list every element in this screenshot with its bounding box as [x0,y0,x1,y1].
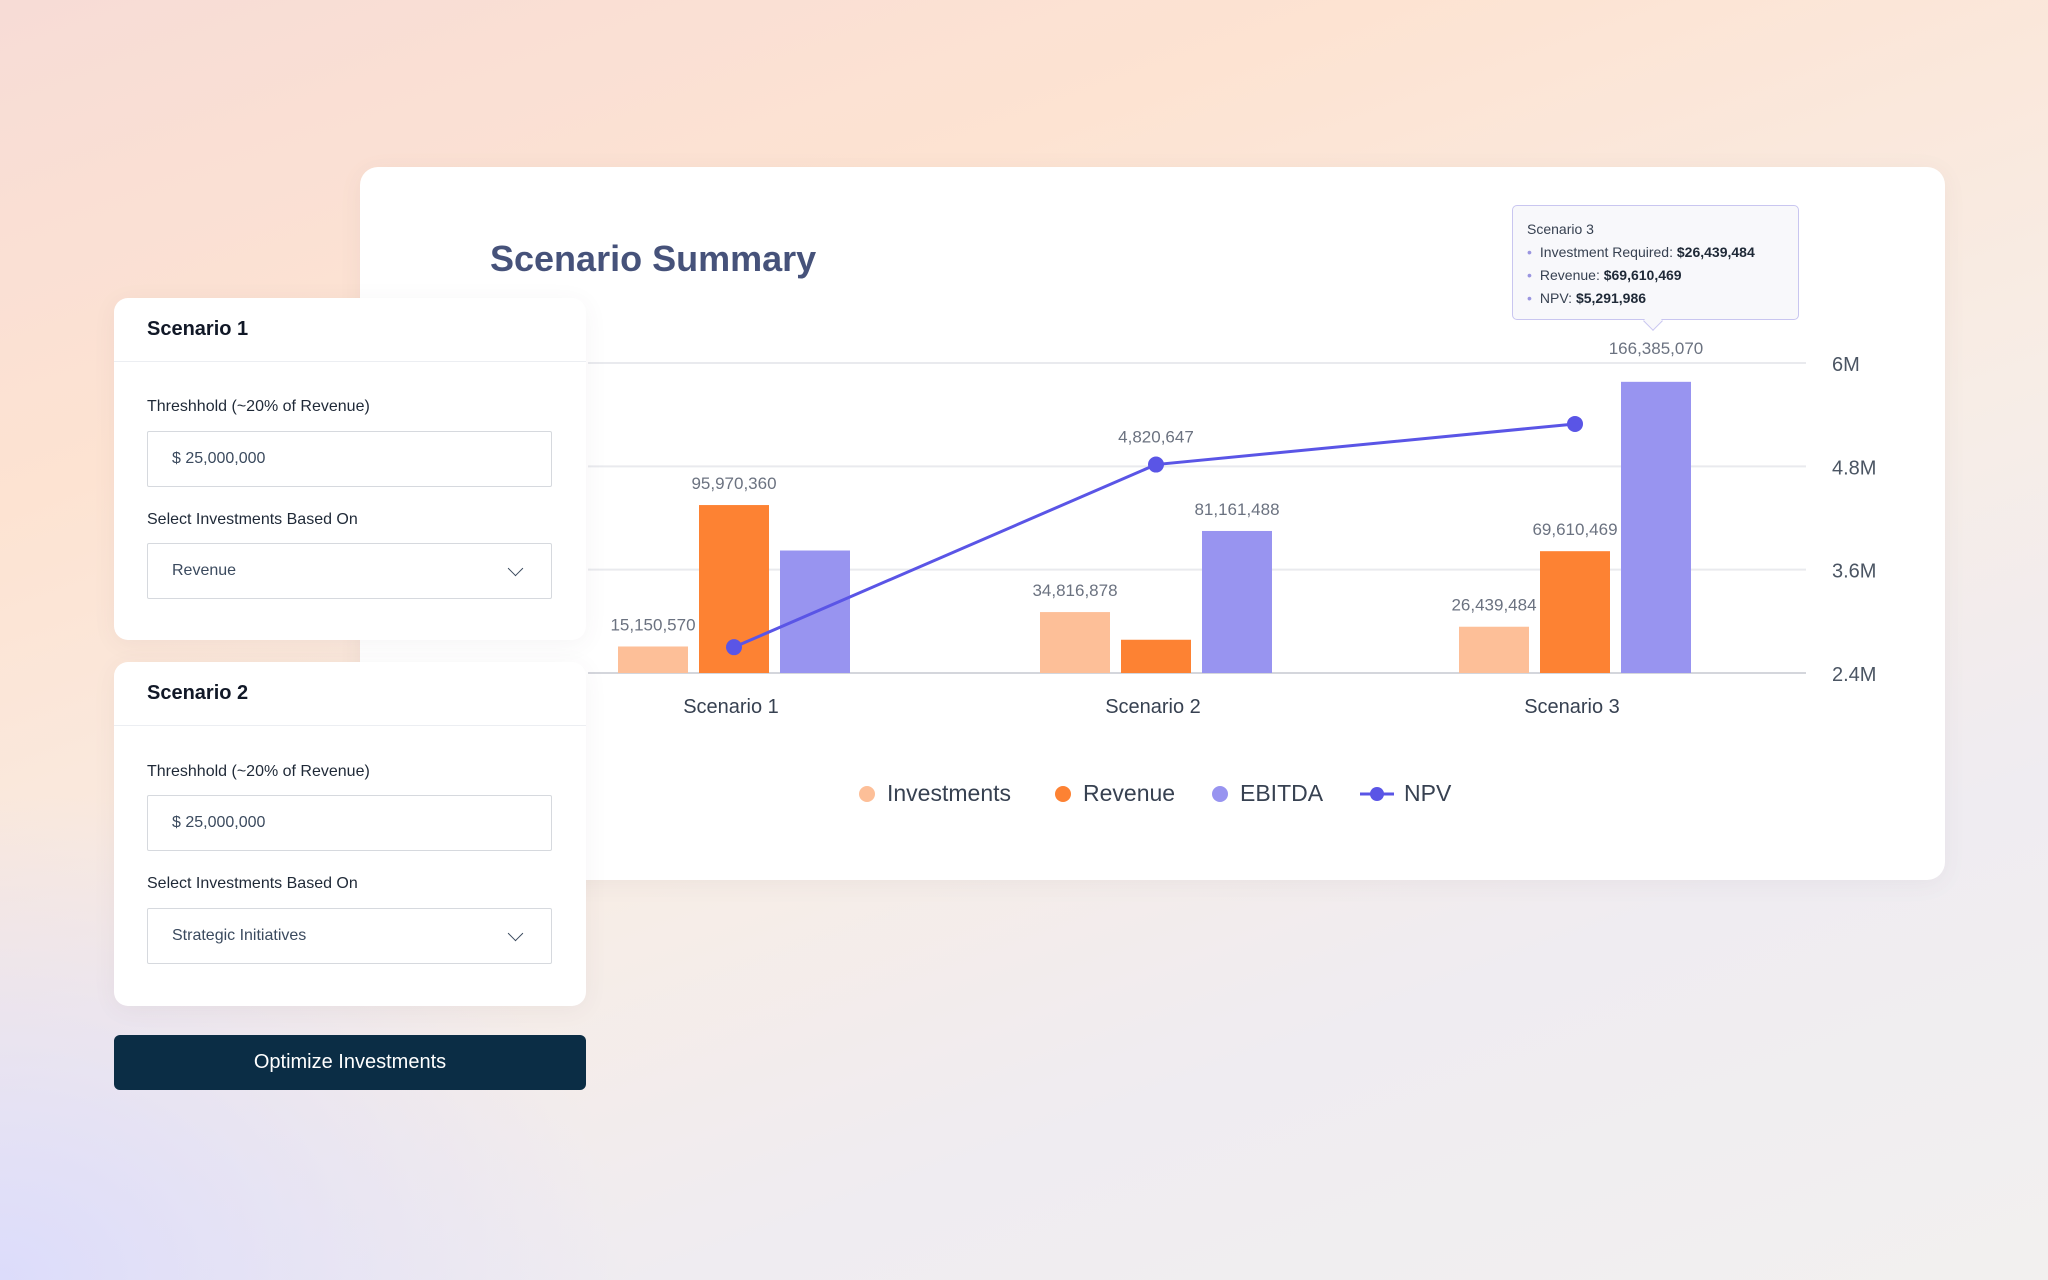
chart-tooltip: Scenario 3 Investment Required: $26,439,… [1512,205,1799,331]
category-label: Scenario 2 [1105,696,1201,718]
panel-header: Scenario 2 [114,662,586,726]
threshold-input[interactable]: $ 25,000,000 [147,795,552,851]
legend-dot [859,785,875,802]
right-axis-tick-label: 4.8M [1832,457,1876,479]
right-axis-tick-label: 6M [1832,354,1860,376]
bar-value-label: 166,385,070 [1609,339,1704,358]
select-label: Select Investments Based On [147,511,358,528]
legend-label: Investments [887,780,1011,806]
select-value: Revenue [172,562,237,579]
legend-npv[interactable]: NPV [1360,780,1451,807]
bar-value-label: 15,150,570 [610,615,695,634]
scenario-1-panel: Scenario 1 Threshhold (~20% of Revenue) … [114,298,586,640]
optimize-investments-button[interactable]: Optimize Investments [114,1035,586,1090]
bar-ebitda [1202,530,1272,673]
chevron-down-icon [507,560,524,576]
legend-revenue[interactable]: Revenue [1055,780,1175,807]
legend-ebitda[interactable]: EBITDA [1212,780,1323,807]
tooltip-row: Revenue: $69,610,469 [1527,264,1784,287]
bar-revenue [1540,551,1610,673]
chevron-down-icon [507,925,524,941]
legend-label: EBITDA [1240,780,1324,806]
npv-point [1148,456,1164,473]
threshold-value: $ 25,000,000 [172,450,266,467]
bar-value-label: 81,161,488 [1194,500,1279,519]
legend-label: Revenue [1083,780,1176,806]
legend-investments[interactable]: Investments [859,780,1011,807]
bar-revenue [1121,639,1191,673]
threshold-input[interactable]: $ 25,000,000 [147,431,552,487]
bar-value-label: 34,816,878 [1032,581,1117,600]
category-label: Scenario 3 [1524,696,1620,718]
tooltip-row: NPV: $5,291,986 [1527,287,1784,310]
category-label: Scenario 1 [683,696,779,718]
investment-basis-select[interactable]: Strategic Initiatives [147,908,552,964]
tooltip-title: Scenario 3 [1527,221,1594,237]
select-value: Strategic Initiatives [172,927,307,944]
bar-value-label: 26,439,484 [1451,596,1536,615]
tooltip-row: Investment Required: $26,439,484 [1527,241,1784,264]
right-axis-tick-label: 2.4M [1832,664,1876,686]
right-axis-tick-label: 3.6M [1832,561,1876,583]
bar-ebitda [1621,381,1691,673]
legend-dot [1055,785,1071,802]
page-title: Scenario Summary [490,238,817,279]
threshold-label: Threshhold (~20% of Revenue) [147,763,370,780]
threshold-value: $ 25,000,000 [172,814,266,831]
panel-header: Scenario 1 [114,298,586,362]
bar-value-label: 69,610,469 [1532,520,1617,539]
threshold-label: Threshhold (~20% of Revenue) [147,398,370,415]
npv-point [1567,415,1583,432]
legend-dot [1212,785,1228,802]
bar-investments [1040,612,1110,673]
select-label: Select Investments Based On [147,875,358,892]
scenario-2-panel: Scenario 2 Threshhold (~20% of Revenue) … [114,662,586,1006]
investment-basis-select[interactable]: Revenue [147,543,552,599]
bar-value-label: 95,970,360 [691,474,776,493]
legend-label: NPV [1404,780,1452,806]
legend-line-icon [1360,786,1394,801]
bar-investments [618,646,688,673]
bar-investments [1459,626,1529,673]
npv-value-label: 4,820,647 [1118,428,1194,447]
npv-point [726,639,742,656]
